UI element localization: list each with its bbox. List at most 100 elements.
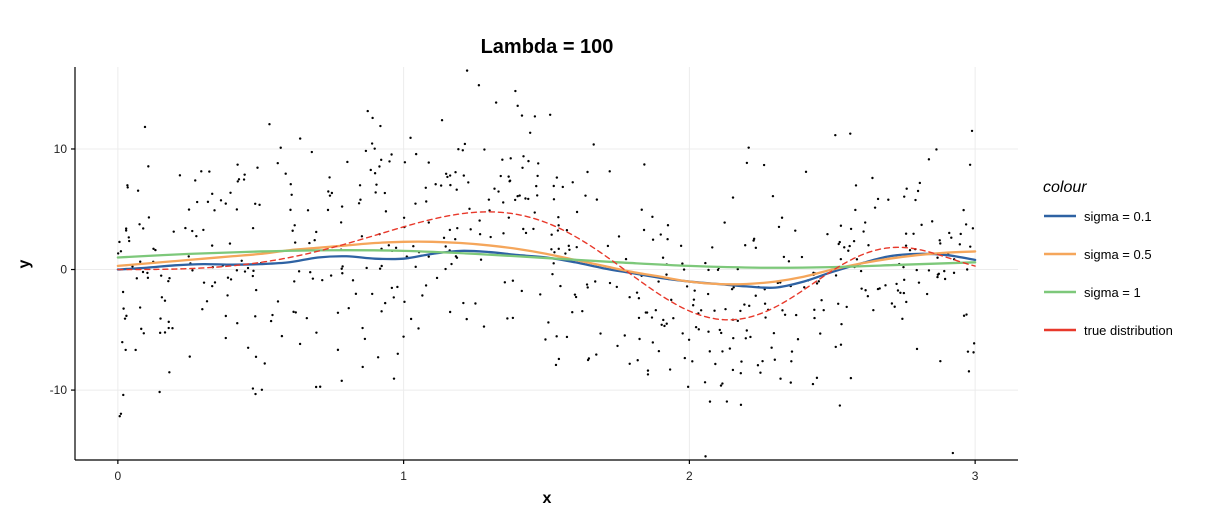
scatter-point — [314, 385, 318, 389]
scatter-point — [866, 294, 870, 298]
scatter-point — [839, 224, 843, 227]
scatter-point — [479, 258, 483, 261]
scatter-point — [903, 195, 906, 198]
scatter-point — [707, 330, 710, 333]
scatter-point — [745, 161, 749, 165]
scatter-point — [294, 311, 297, 314]
scatter-point — [838, 404, 842, 407]
scatter-point — [126, 186, 129, 189]
scatter-point — [859, 269, 863, 273]
scatter-point — [219, 199, 223, 202]
series-line-sigma-1 — [116, 249, 977, 269]
scatter-point — [503, 281, 507, 284]
x-tick-label: 2 — [686, 469, 693, 483]
scatter-point — [191, 229, 194, 233]
scatter-point — [308, 241, 311, 245]
scatter-point — [511, 316, 515, 320]
scatter-point — [704, 261, 707, 265]
scatter-point — [838, 240, 841, 244]
scatter-point — [252, 269, 255, 273]
scatter-point — [587, 357, 591, 360]
scatter-point — [840, 322, 843, 326]
scatter-point — [390, 153, 393, 156]
scatter-point — [789, 381, 792, 384]
scatter-point — [904, 244, 908, 247]
scatter-point — [721, 382, 724, 385]
scatter-point — [213, 209, 216, 212]
scatter-point — [127, 236, 130, 239]
scatter-point — [550, 233, 553, 236]
scatter-point — [124, 227, 128, 230]
scatter-point — [571, 181, 574, 184]
scatter-point — [284, 172, 287, 175]
scatter-point — [834, 345, 837, 349]
series-line-sigma-0-5 — [116, 240, 977, 286]
scatter-point — [896, 289, 900, 292]
scatter-point — [748, 304, 751, 308]
scatter-point — [375, 183, 378, 186]
scatter-point — [834, 274, 838, 277]
scatter-point — [127, 239, 131, 243]
scatter-point — [852, 239, 856, 243]
scatter-point — [595, 353, 598, 356]
scatter-point — [414, 202, 417, 205]
scatter-point — [539, 293, 542, 296]
scatter-point — [254, 315, 257, 318]
scatter-point — [943, 269, 946, 273]
scatter-point — [379, 124, 382, 128]
scatter-point — [790, 350, 794, 353]
scatter-point — [651, 341, 655, 344]
scatter-point — [533, 211, 536, 214]
scatter-point — [341, 272, 344, 275]
scatter-point — [939, 242, 942, 245]
scatter-point — [373, 172, 377, 175]
scatter-point — [328, 176, 331, 179]
scatter-point — [636, 359, 639, 362]
scatter-point — [721, 350, 724, 353]
scatter-point — [224, 202, 227, 205]
scatter-point — [902, 291, 906, 295]
scatter-point — [965, 268, 969, 271]
scatter-point — [971, 227, 975, 230]
scatter-point — [939, 359, 942, 363]
scatter-point — [328, 194, 332, 197]
scatter-point — [384, 210, 388, 213]
scatter-point — [488, 209, 491, 212]
scatter-point — [594, 280, 597, 283]
scatter-point — [279, 146, 282, 149]
scatter-point — [448, 174, 452, 177]
scatter-point — [646, 369, 650, 372]
scatter-point — [121, 290, 125, 294]
scatter-point — [668, 368, 672, 371]
scatter-point — [759, 371, 762, 374]
scatter-point — [686, 385, 690, 389]
scatter-point — [967, 370, 971, 373]
scatter-point — [905, 187, 908, 190]
scatter-point — [483, 148, 486, 151]
scatter-point — [962, 208, 965, 212]
scatter-point — [972, 351, 975, 354]
scatter-point — [694, 325, 698, 329]
scatter-point — [568, 248, 571, 251]
scatter-point — [446, 175, 449, 179]
scatter-point — [138, 223, 141, 226]
scatter-point — [211, 284, 214, 288]
scatter-point — [339, 221, 343, 224]
scatter-point — [783, 313, 787, 316]
scatter-point — [819, 332, 822, 335]
scatter-point — [456, 226, 459, 230]
scatter-point — [904, 232, 908, 235]
scatter-point — [305, 316, 309, 320]
scatter-point — [138, 306, 142, 309]
scatter-point — [559, 284, 562, 288]
scatter-point — [575, 210, 579, 214]
scatter-point — [136, 189, 140, 192]
scatter-point — [194, 179, 197, 182]
scatter-point — [467, 181, 470, 184]
scatter-point — [557, 357, 561, 361]
scatter-point — [520, 289, 523, 293]
scatter-point — [246, 346, 250, 349]
scatter-point — [243, 270, 247, 273]
scatter-point — [172, 230, 175, 233]
scatter-point — [417, 327, 420, 330]
